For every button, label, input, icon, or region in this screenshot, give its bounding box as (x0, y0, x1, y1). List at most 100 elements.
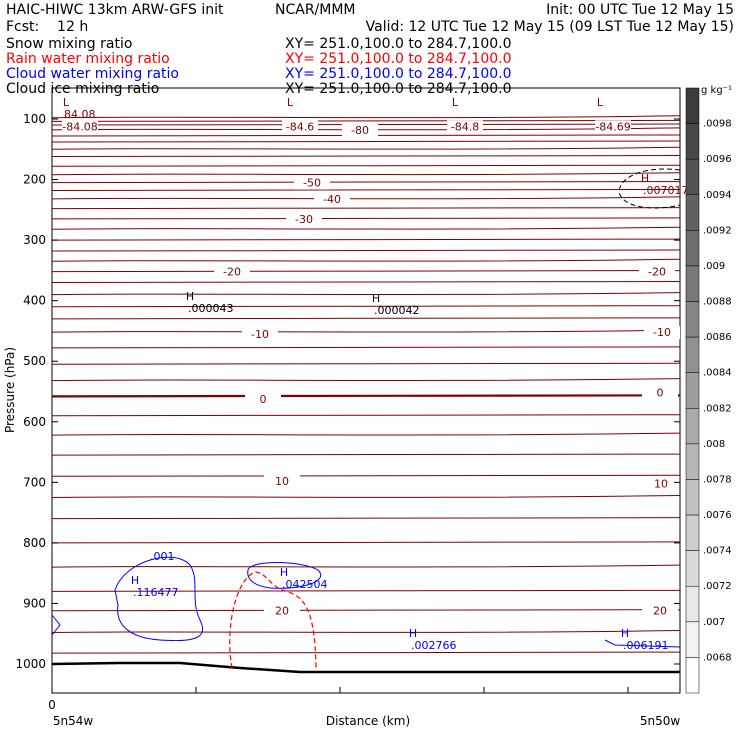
isotherm-line (51, 164, 681, 167)
isotherm-line (51, 134, 681, 137)
temperature-contour-label: -40 (323, 193, 341, 206)
extremum-mark: H (621, 627, 629, 640)
temperature-contours (51, 115, 681, 654)
contour-label-bg (314, 192, 350, 206)
x-tick-left-value: 0 (48, 698, 56, 712)
isotherm-line (51, 305, 681, 308)
init-time: Init: 00 UTC Tue 12 May 15 (546, 2, 734, 18)
extremum-value: 84.08 (64, 108, 96, 121)
isotherm-line (51, 317, 681, 320)
colorbar-segment (685, 621, 700, 658)
isotherm-line (51, 292, 681, 296)
temperature-contour-label: -84.6 (286, 120, 314, 133)
extremum-mark: H (131, 574, 139, 587)
colorbar-label: .0098 (703, 119, 732, 130)
model-title: HAIC-HIWC 13km ARW-GFS init (6, 2, 224, 18)
xy-label-cloud-water: XY= 251.0,100.0 to 284.7,100.0 (285, 66, 512, 82)
colorbar-label: .0092 (703, 225, 732, 236)
contour-label-bg (643, 477, 679, 491)
colorbar-label: .0086 (703, 332, 732, 343)
isotherm-line (51, 217, 681, 220)
isotherm-line (51, 258, 681, 262)
xy-label-cloud-ice: XY= 251.0,100.0 to 284.7,100.0 (285, 81, 512, 97)
extremum-value: .002766 (411, 639, 457, 652)
colorbar-segment (685, 408, 700, 445)
isotherm-line (51, 155, 681, 158)
colorbar-label: .0082 (703, 403, 732, 414)
isotherm-line (51, 172, 681, 176)
isotherm-line (51, 609, 681, 612)
isotherm-line (51, 329, 681, 333)
valid-time: Valid: 12 UTC Tue 12 May 15 (09 LST Tue … (366, 19, 734, 35)
y-tick-label: 500 (23, 354, 46, 368)
extremum-value: .006191 (623, 639, 669, 652)
extremum-mark: H (372, 292, 380, 305)
isotherm-line (51, 453, 681, 456)
isotherm-line (51, 630, 681, 634)
isotherm-line (51, 564, 681, 568)
y-tick-label: 600 (23, 415, 46, 429)
extremum-mark: H (409, 627, 417, 640)
colorbar-label: .009 (703, 261, 725, 272)
colorbar-segment (685, 230, 700, 267)
extremum-value: .007017 (643, 184, 689, 197)
colorbar-segment (685, 372, 700, 409)
isotherm-line (51, 270, 681, 273)
xy-label-snow: XY= 251.0,100.0 to 284.7,100.0 (285, 36, 512, 52)
isotherm-line (51, 362, 681, 365)
y-tick-label: 200 (23, 173, 46, 187)
cloud-water-contour (51, 614, 61, 636)
y-tick-label: 700 (23, 475, 46, 489)
cloud-water-contour (114, 556, 203, 642)
y-axis-label: Pressure (hPa) (3, 347, 17, 433)
colorbar-label: .0088 (703, 297, 732, 308)
isotherm-line (51, 414, 681, 417)
isotherm-line (51, 140, 681, 143)
field-label-snow: Snow mixing ratio (6, 36, 132, 52)
contour-label-bg (642, 386, 678, 400)
cloud-water-label: .001 (150, 550, 175, 563)
temperature-contour-label: -84.69 (595, 120, 630, 133)
colorbar-label: .0076 (703, 510, 732, 521)
temperature-contour-label: 0 (260, 393, 267, 406)
isotherm-line (51, 249, 681, 252)
colorbar-segment (685, 265, 700, 302)
contour-labels: -84.08 -84.6 -80 -84.8 -84.69 -50-40 -30 -20 -20… (62, 96, 689, 652)
temperature-contour-label: -50 (303, 177, 321, 190)
colorbar-label: .0096 (703, 154, 732, 165)
contour-label-bg (214, 265, 250, 279)
colorbar-segment (685, 585, 700, 623)
isotherm-line (51, 494, 681, 498)
temperature-contour-label: -84.8 (451, 120, 479, 133)
contour-label-bg (447, 120, 483, 134)
colorbar-segment (685, 479, 700, 516)
colorbar-label: .0078 (703, 474, 732, 485)
temperature-contour-label: -10 (251, 328, 269, 341)
contour-label-bg (264, 604, 300, 618)
x-axis-label: Distance (km) (326, 714, 410, 728)
field-label-cloud-water: Cloud water mixing ratio (6, 66, 179, 82)
extremum-value: .116477 (133, 586, 179, 599)
y-tick-label: 1000 (15, 657, 46, 671)
colorbar: .0098 .0096 .0094 .0092 .009 .0088 .0086 .0084.… (685, 85, 732, 694)
colorbar-units: g kg⁻¹ (701, 85, 732, 96)
colorbar-segment (685, 301, 700, 338)
isotherm-line (51, 207, 681, 210)
isotherm-line (51, 115, 681, 119)
contour-label-bg (245, 392, 281, 406)
cloud-ice-contour (618, 168, 681, 209)
temperature-contour-label: 10 (654, 478, 668, 491)
colorbar-label: .0094 (703, 190, 732, 201)
forecast-hour: Fcst: 12 h (6, 19, 88, 35)
isotherm-line (51, 188, 681, 191)
contour-label-bg (282, 120, 318, 134)
x-tick-left-lon: 5n54w (53, 714, 94, 728)
extremum-value: .042504 (282, 578, 328, 591)
colorbar-segment (685, 87, 700, 124)
extremum-mark: L (63, 96, 70, 109)
temperature-contour-label: 20 (653, 605, 667, 618)
extremum-mark: H (280, 566, 288, 579)
colorbar-segment (685, 657, 700, 694)
